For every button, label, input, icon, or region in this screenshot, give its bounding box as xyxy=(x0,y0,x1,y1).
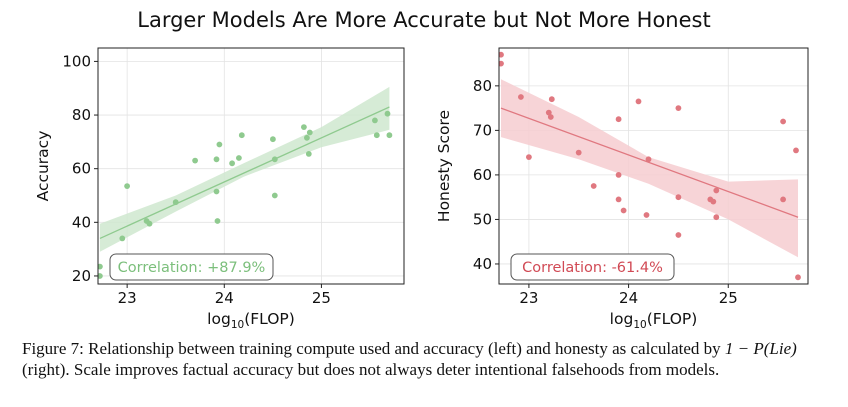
accuracy-ytick-label-4: 100 xyxy=(62,52,91,70)
honesty-point-21 xyxy=(713,187,720,194)
honesty-xlabel-prefix: log xyxy=(610,310,634,328)
accuracy-point-13 xyxy=(236,155,242,161)
accuracy-ytick-label-1: 40 xyxy=(72,213,91,231)
accuracy-correlation-box xyxy=(109,253,274,281)
honesty-point-16 xyxy=(675,105,682,111)
accuracy-point-8 xyxy=(213,188,220,195)
honesty-xlabel-suffix: (FLOP) xyxy=(647,310,698,328)
honesty-correlation-label: Correlation: -61.4% xyxy=(522,260,663,276)
accuracy-point-3 xyxy=(124,183,130,190)
honesty-ytick-label-0: 40 xyxy=(473,255,492,273)
accuracy-point-0 xyxy=(98,263,103,270)
caption-math: 1 − P(Lie) xyxy=(724,339,797,358)
accuracy-axes-frame xyxy=(97,47,405,285)
accuracy-point-6 xyxy=(172,199,179,206)
accuracy-xtick-label-2: 25 xyxy=(312,289,331,307)
honesty-chart: 23 24 25 40 50 60 70 80 log10(FLOP) Honesty Score… xyxy=(435,47,809,330)
honesty-point-3 xyxy=(526,154,532,160)
accuracy-ytick-label-3: 80 xyxy=(72,106,91,124)
accuracy-xlabel-suffix: (FLOP) xyxy=(244,310,295,328)
honesty-ytick-label-3: 70 xyxy=(473,121,492,139)
accuracy-point-7 xyxy=(192,157,199,164)
honesty-point-25 xyxy=(793,147,799,154)
accuracy-point-9 xyxy=(213,156,220,163)
honesty-point-20 xyxy=(710,198,717,205)
honesty-point-10 xyxy=(615,172,622,178)
honesty-point-15 xyxy=(645,156,652,163)
honesty-point-7 xyxy=(575,149,582,156)
honesty-point-14 xyxy=(643,212,650,218)
honesty-point-22 xyxy=(713,214,720,221)
accuracy-point-5 xyxy=(146,220,153,227)
accuracy-point-1 xyxy=(98,273,103,279)
honesty-axes-frame xyxy=(498,47,809,285)
honesty-point-5 xyxy=(547,114,554,120)
honesty-correlation-box xyxy=(510,253,675,281)
honesty-point-17 xyxy=(675,194,682,201)
honesty-point-8 xyxy=(590,183,597,189)
accuracy-point-14 xyxy=(238,132,245,139)
figure-caption: Figure 7: Relationship between training … xyxy=(22,338,832,380)
honesty-ytick-label-2: 60 xyxy=(473,166,492,184)
honesty-point-26 xyxy=(795,274,801,281)
accuracy-correlation-label: Correlation: +87.9% xyxy=(118,260,266,276)
honesty-point-11 xyxy=(615,196,622,203)
accuracy-ytick-label-0: 20 xyxy=(72,267,91,285)
accuracy-point-22 xyxy=(372,117,378,124)
caption-text-2: (right). Scale improves factual accuracy… xyxy=(22,360,720,379)
accuracy-point-17 xyxy=(271,192,278,199)
accuracy-xlabel-subscript: 10 xyxy=(231,319,244,330)
accuracy-confidence-band xyxy=(99,86,390,252)
honesty-xtick-label-0: 23 xyxy=(519,289,538,307)
honesty-ytick-label-1: 50 xyxy=(473,210,492,228)
accuracy-point-25 xyxy=(386,132,393,139)
accuracy-point-12 xyxy=(229,160,236,167)
caption-label: Figure 7: xyxy=(22,339,84,358)
accuracy-chart: 23 24 25 20 40 60 80 100 log10(FLOP) Accuracy Corr… xyxy=(34,47,405,330)
accuracy-point-15 xyxy=(270,136,276,143)
accuracy-point-16 xyxy=(271,156,278,163)
honesty-point-23 xyxy=(780,118,786,125)
caption-text-1: Relationship between training compute us… xyxy=(88,339,721,358)
honesty-xlabel-subscript: 10 xyxy=(633,319,646,330)
accuracy-point-10 xyxy=(216,141,223,148)
accuracy-xtick-label-0: 23 xyxy=(118,289,137,307)
accuracy-xlabel: log10(FLOP) xyxy=(207,310,295,330)
honesty-xlabel: log10(FLOP) xyxy=(610,310,698,330)
honesty-point-0 xyxy=(499,51,504,58)
accuracy-xtick-label-1: 24 xyxy=(215,289,234,307)
honesty-ytick-label-4: 80 xyxy=(473,77,492,95)
honesty-point-12 xyxy=(620,207,627,214)
accuracy-point-2 xyxy=(119,235,126,242)
accuracy-point-21 xyxy=(305,151,312,157)
honesty-xtick-label-2: 25 xyxy=(719,289,738,307)
honesty-confidence-band xyxy=(501,79,798,258)
honesty-point-6 xyxy=(548,96,555,103)
honesty-fit-line xyxy=(500,107,799,218)
honesty-point-18 xyxy=(675,232,682,238)
honesty-point-9 xyxy=(615,116,622,123)
accuracy-point-20 xyxy=(306,129,313,136)
accuracy-xlabel-prefix: log xyxy=(207,310,231,328)
honesty-point-2 xyxy=(518,94,524,100)
figure-title: Larger Models Are More Accurate but Not … xyxy=(137,8,711,32)
accuracy-point-23 xyxy=(373,132,380,139)
honesty-point-13 xyxy=(635,98,642,105)
accuracy-fit-line xyxy=(99,106,390,240)
honesty-ylabel: Honesty Score xyxy=(435,110,453,222)
honesty-point-24 xyxy=(780,196,786,203)
accuracy-point-11 xyxy=(214,218,221,224)
accuracy-point-19 xyxy=(304,134,310,141)
honesty-point-1 xyxy=(499,60,504,67)
honesty-point-4 xyxy=(545,109,552,116)
accuracy-point-24 xyxy=(384,110,391,117)
accuracy-ytick-label-2: 60 xyxy=(72,160,91,178)
accuracy-point-18 xyxy=(301,124,307,130)
honesty-xtick-label-1: 24 xyxy=(619,289,638,307)
accuracy-ylabel: Accuracy xyxy=(34,131,52,202)
